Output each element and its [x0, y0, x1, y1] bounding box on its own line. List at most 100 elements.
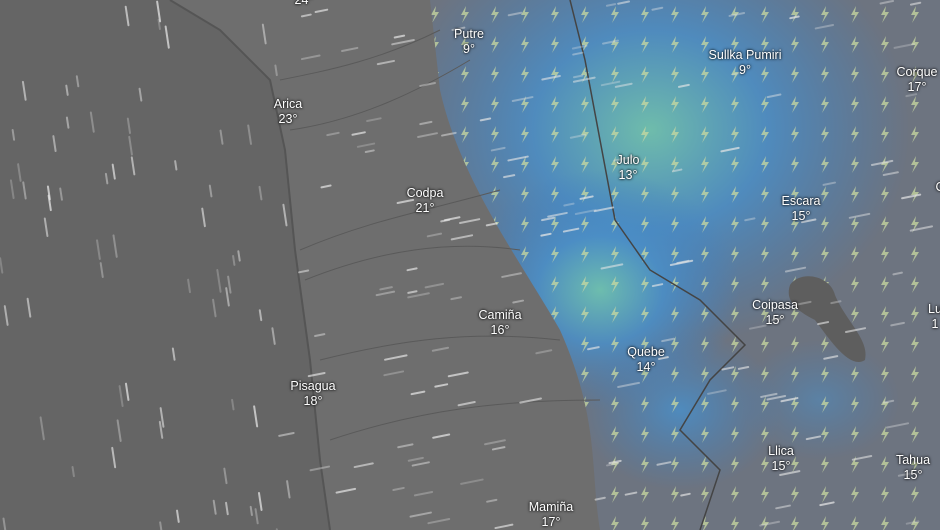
wind-streak: [366, 117, 382, 122]
place-label[interactable]: C: [935, 180, 940, 210]
wind-streak: [879, 0, 894, 5]
place-label[interactable]: Tahua 15°: [896, 453, 930, 483]
wind-streak: [407, 290, 418, 294]
wind-streak: [459, 218, 481, 225]
wind-streak: [3, 305, 9, 326]
wind-streak: [606, 462, 620, 467]
place-label[interactable]: Lu 1: [928, 302, 940, 332]
place-temperature: 1: [931, 317, 939, 331]
wind-streak: [26, 297, 32, 318]
wind-streak: [231, 398, 235, 411]
place-name: Escara: [781, 194, 821, 208]
wind-streak: [507, 11, 523, 17]
wind-streak: [501, 272, 522, 278]
wind-streak: [212, 499, 217, 515]
wind-streak: [406, 267, 418, 272]
wind-streak: [419, 120, 433, 126]
place-label[interactable]: Camiña 16°: [478, 308, 521, 338]
wind-streak: [434, 383, 449, 388]
wind-streak: [379, 286, 393, 291]
wind-streak: [258, 185, 263, 201]
wind-streak: [479, 117, 492, 122]
wind-streak: [503, 174, 516, 179]
wind-streak: [766, 93, 782, 99]
place-temperature: 15°: [771, 459, 791, 473]
place-label[interactable]: Mamiña 17°: [529, 500, 573, 530]
wind-streak: [830, 300, 842, 305]
place-name: Mamiña: [528, 500, 574, 514]
wind-streak: [680, 492, 691, 497]
place-name: Codpa: [406, 186, 444, 200]
wind-streak: [490, 146, 506, 152]
wind-streak: [52, 135, 57, 153]
place-label[interactable]: 24°: [295, 0, 314, 8]
place-label[interactable]: Quebe 14°: [627, 345, 665, 375]
wind-streak: [274, 64, 278, 77]
wind-streak: [484, 439, 506, 446]
wind-streak: [614, 82, 633, 88]
lake: [788, 276, 866, 362]
wind-streak: [71, 465, 75, 478]
wind-streak: [574, 209, 597, 216]
wind-streak: [176, 509, 180, 523]
wind-streak: [249, 505, 253, 517]
wind-streak: [677, 83, 690, 88]
place-name: Sullka Pumiri: [708, 48, 782, 62]
place-label[interactable]: Codpa 21°: [407, 186, 444, 216]
wind-streak: [447, 371, 469, 378]
place-temperature: 14°: [636, 360, 656, 374]
wind-streak: [298, 269, 310, 274]
wind-streak: [0, 257, 4, 274]
wind-streak: [128, 135, 133, 156]
place-label[interactable]: Escara 15°: [782, 194, 821, 224]
wind-streak: [572, 74, 584, 79]
wind-streak: [885, 422, 910, 429]
place-temperature: 16°: [490, 323, 510, 337]
wind-streak: [617, 0, 631, 5]
place-label[interactable]: Putre 9°: [454, 27, 484, 57]
wind-streak: [384, 354, 408, 361]
wind-streak: [432, 433, 451, 439]
place-name: Julo: [616, 153, 640, 167]
place-label[interactable]: Llica 15°: [768, 444, 794, 474]
wind-streak: [731, 71, 745, 76]
wind-streak: [760, 392, 778, 398]
wind-streak: [208, 184, 213, 198]
wind-streak: [572, 76, 596, 83]
wind-streak: [351, 131, 366, 136]
wind-streak: [905, 93, 918, 98]
wind-streak: [892, 271, 903, 276]
wind-streak: [237, 250, 241, 262]
wind-streak: [721, 366, 735, 371]
place-label[interactable]: Corque 17°: [897, 65, 938, 95]
wind-streak: [320, 184, 332, 189]
place-label[interactable]: Pisagua 18°: [290, 379, 335, 409]
wind-streak: [309, 465, 331, 472]
wind-streak: [744, 217, 756, 222]
place-name: Corque: [896, 65, 938, 79]
wind-streak: [485, 222, 498, 227]
wind-streak: [156, 0, 162, 23]
wind-streak: [571, 44, 588, 50]
wind-streak: [441, 131, 457, 137]
wind-streak: [124, 5, 130, 27]
wind-streak: [391, 38, 415, 46]
place-label[interactable]: Julo 13°: [617, 153, 640, 183]
place-temperature: 15°: [903, 468, 923, 482]
wind-streak: [594, 496, 606, 501]
wind-streak: [424, 282, 445, 289]
place-label[interactable]: Coipasa 15°: [752, 298, 798, 328]
wind-streak: [450, 234, 474, 241]
wind-streak: [519, 397, 542, 404]
wind-streak: [376, 59, 395, 66]
place-name: Quebe: [627, 345, 665, 359]
wind-streak: [300, 54, 321, 61]
wind-streak: [569, 133, 587, 139]
wind-streak: [784, 266, 807, 273]
wind-streak: [247, 124, 252, 145]
place-name: Pisagua: [290, 379, 336, 393]
place-label[interactable]: Sullka Pumiri 9°: [709, 48, 782, 78]
wind-streak: [411, 461, 430, 467]
place-label[interactable]: Arica 23°: [274, 97, 302, 127]
